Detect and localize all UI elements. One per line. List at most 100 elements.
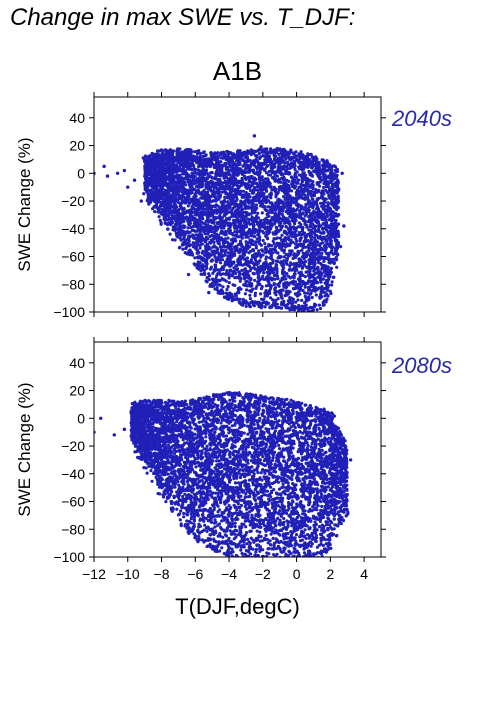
scatter-point (219, 268, 223, 272)
scatter-point (236, 249, 240, 253)
scatter-point (272, 237, 276, 241)
scatter-point (224, 272, 228, 276)
scatter-point (301, 171, 305, 175)
scatter-point (333, 214, 337, 218)
scatter-point (263, 177, 268, 181)
scatter-point (228, 231, 233, 235)
scatter-point (325, 168, 330, 173)
scatter-point (244, 170, 248, 174)
scatter-point (219, 206, 223, 210)
scatter-point (256, 276, 260, 280)
scatter-point (310, 257, 314, 261)
scatter-point (293, 164, 297, 168)
scatter-point (192, 167, 197, 171)
scatter-point (273, 291, 277, 295)
scatter-point (178, 180, 182, 184)
scatter-point (298, 209, 302, 213)
scatter-point (196, 168, 200, 172)
scatter-point (215, 274, 219, 278)
scatter-point (331, 245, 335, 249)
scatter-point (304, 299, 308, 303)
scatter-point (253, 252, 257, 256)
scatter-point (256, 160, 260, 164)
scatter-point (316, 280, 320, 285)
scatter-point (336, 178, 340, 182)
scatter-point (173, 199, 178, 203)
scatter-point (320, 267, 324, 271)
scatter-point (175, 186, 179, 190)
scatter-point (222, 226, 226, 230)
scatter-point (313, 244, 317, 248)
scatter-point (186, 166, 190, 170)
scatter-point (231, 156, 236, 160)
scatter-point (190, 171, 194, 175)
scatter-point (277, 188, 281, 192)
scatter-point (318, 172, 322, 176)
scatter-point (243, 261, 248, 265)
scatter-point (191, 216, 196, 220)
scatter-point (241, 263, 245, 267)
scatter-point (245, 221, 249, 225)
scatter-point (200, 251, 204, 255)
scatter-point (228, 223, 232, 227)
scatter-point (303, 176, 307, 180)
scatter-point (279, 228, 283, 232)
scatter-point (173, 155, 177, 159)
scatter-point (303, 260, 308, 264)
scatter-point (196, 198, 200, 202)
scatter-point (302, 160, 306, 164)
scatter-point (287, 301, 291, 305)
scatter-point (264, 234, 268, 238)
scatter-point (285, 167, 289, 171)
scatter-point (230, 247, 234, 251)
scatter-point (265, 185, 269, 189)
scatter-point (254, 246, 258, 250)
scatter-point (180, 195, 184, 199)
scatter-point (301, 288, 305, 293)
scatter-point (315, 248, 319, 252)
scatter-point (226, 156, 230, 160)
scatter-point (189, 163, 193, 168)
scatter-point (204, 184, 208, 188)
scatter-point (258, 179, 262, 184)
scatter-point (232, 253, 236, 257)
scatter-point (223, 206, 227, 210)
scatter-point (264, 171, 269, 175)
scatter-point (210, 183, 214, 187)
scatter-point (299, 242, 303, 246)
scatter-point (207, 253, 211, 257)
scatter-point (297, 251, 301, 256)
scatter-point (230, 214, 234, 218)
scatter-point (315, 220, 319, 225)
scatter-point (224, 161, 228, 166)
scatter-point (246, 197, 250, 201)
scatter-point (226, 168, 230, 172)
scatter-point (251, 189, 255, 193)
scatter-point (221, 272, 225, 276)
scatter-point (217, 283, 221, 287)
scatter-point (320, 217, 324, 221)
scatter-point (293, 173, 297, 177)
scatter-point (225, 269, 229, 273)
scatter-point (296, 283, 301, 288)
scatter-point (307, 246, 311, 250)
scatter-point (231, 170, 235, 174)
scatter-point (233, 167, 237, 171)
scatter-point (243, 251, 247, 255)
scatter-point (205, 266, 209, 270)
scatter-point (244, 243, 248, 247)
scatter-point (172, 175, 176, 179)
scatter-point (277, 284, 281, 288)
scatter-point (329, 250, 334, 254)
scatter-point (258, 235, 262, 239)
scatter-point (163, 197, 167, 202)
scatter-point (294, 254, 298, 258)
scatter-point (318, 254, 322, 258)
scatter-point (335, 240, 340, 244)
scatter-point (284, 216, 288, 220)
scatter-point (261, 205, 265, 209)
scatter-point (327, 174, 331, 178)
scatter-point (285, 257, 289, 261)
scatter-point (307, 159, 311, 163)
scatter-point (270, 211, 274, 215)
